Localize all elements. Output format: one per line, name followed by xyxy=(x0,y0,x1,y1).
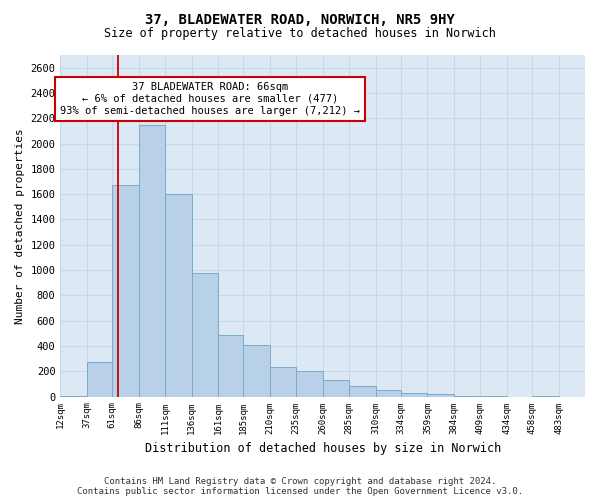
Text: 37, BLADEWATER ROAD, NORWICH, NR5 9HY: 37, BLADEWATER ROAD, NORWICH, NR5 9HY xyxy=(145,12,455,26)
Bar xyxy=(401,394,427,396)
Bar xyxy=(270,368,296,396)
Text: Contains HM Land Registry data © Crown copyright and database right 2024.: Contains HM Land Registry data © Crown c… xyxy=(104,477,496,486)
Bar xyxy=(139,124,165,396)
Bar xyxy=(218,334,244,396)
X-axis label: Distribution of detached houses by size in Norwich: Distribution of detached houses by size … xyxy=(145,442,501,455)
Bar xyxy=(349,386,376,396)
Bar xyxy=(376,390,401,396)
Text: Contains public sector information licensed under the Open Government Licence v3: Contains public sector information licen… xyxy=(77,487,523,496)
Bar xyxy=(87,362,112,396)
Text: 37 BLADEWATER ROAD: 66sqm
← 6% of detached houses are smaller (477)
93% of semi-: 37 BLADEWATER ROAD: 66sqm ← 6% of detach… xyxy=(60,82,360,116)
Y-axis label: Number of detached properties: Number of detached properties xyxy=(15,128,25,324)
Bar xyxy=(165,194,191,396)
Bar xyxy=(191,272,218,396)
Bar xyxy=(323,380,349,396)
Bar xyxy=(427,394,454,396)
Text: Size of property relative to detached houses in Norwich: Size of property relative to detached ho… xyxy=(104,28,496,40)
Bar xyxy=(296,372,323,396)
Bar xyxy=(112,186,139,396)
Bar xyxy=(244,344,270,397)
